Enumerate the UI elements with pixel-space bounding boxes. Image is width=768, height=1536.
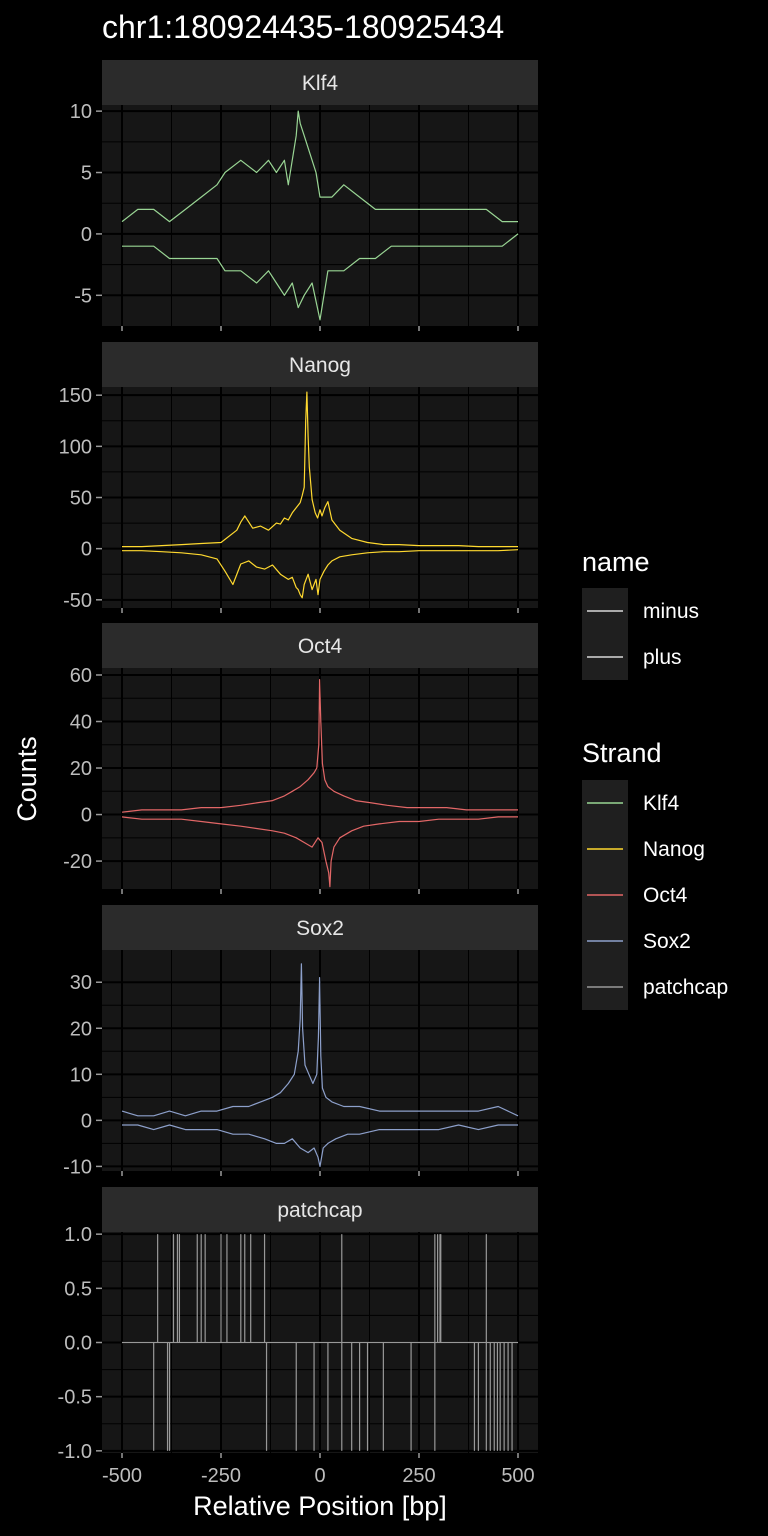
chart-title: chr1:180924435-180925434	[102, 9, 504, 45]
facet-strip-Sox2	[102, 905, 538, 950]
legend-item-plus: plus	[643, 646, 682, 669]
facet-label-Nanog: Nanog	[289, 354, 351, 377]
y-axis-title: Counts	[12, 736, 42, 822]
facet-label-Sox2: Sox2	[296, 917, 344, 940]
y-tick-label: -10	[63, 1156, 92, 1178]
y-tick-label: -1.0	[58, 1441, 92, 1463]
legend-title: Strand	[582, 738, 662, 768]
legend-item-Sox2: Sox2	[643, 930, 691, 953]
y-tick-label: 0	[81, 224, 92, 246]
legend-item-Nanog: Nanog	[643, 838, 705, 861]
series-Nanog-plus	[122, 391, 518, 548]
facet-strip-patchcap	[102, 1187, 538, 1232]
legend-item-minus: minus	[643, 600, 699, 623]
x-tick-label: 500	[501, 1465, 534, 1487]
legend-title: name	[582, 547, 650, 577]
facet-strip-Oct4	[102, 623, 538, 668]
y-tick-label: 0	[81, 539, 92, 561]
y-tick-label: 0.0	[64, 1333, 92, 1355]
y-tick-label: 150	[59, 385, 92, 407]
series-Oct4-plus	[121, 679, 518, 813]
y-tick-label: 10	[70, 101, 92, 123]
y-tick-label: 30	[70, 972, 92, 994]
y-tick-label: 0	[81, 1110, 92, 1132]
y-tick-label: -0.5	[58, 1387, 92, 1409]
y-tick-label: 20	[70, 758, 92, 780]
y-tick-label: 40	[70, 712, 92, 734]
y-tick-label: 0	[81, 805, 92, 827]
y-tick-label: 5	[81, 163, 92, 185]
y-tick-label: -5	[74, 285, 92, 307]
legend-item-patchcap: patchcap	[643, 976, 728, 999]
legend-item-Klf4: Klf4	[643, 792, 680, 815]
series-Sox2-plus	[121, 963, 519, 1117]
series-Sox2-minus	[122, 1124, 518, 1167]
y-tick-label: 0.5	[64, 1278, 92, 1300]
series-Oct4-minus	[121, 816, 518, 888]
x-tick-label: -500	[102, 1465, 142, 1487]
series-Nanog-minus	[122, 549, 519, 599]
x-axis-title: Relative Position [bp]	[193, 1491, 447, 1521]
series-Klf4-minus	[122, 233, 519, 321]
legend-item-Oct4: Oct4	[643, 884, 688, 907]
series-Klf4-plus	[121, 110, 518, 223]
facet-strip-Nanog	[102, 342, 538, 387]
y-tick-label: 1.0	[64, 1224, 92, 1246]
y-tick-label: 10	[70, 1064, 92, 1086]
x-tick-label: -250	[201, 1465, 241, 1487]
y-tick-label: 60	[70, 665, 92, 687]
facet-strip-Klf4	[102, 60, 538, 105]
facet-label-Klf4: Klf4	[302, 72, 339, 95]
y-tick-label: 20	[70, 1018, 92, 1040]
y-tick-label: 100	[59, 436, 92, 458]
facet-label-patchcap: patchcap	[277, 1199, 362, 1222]
facet-label-Oct4: Oct4	[298, 635, 343, 658]
y-tick-label: -50	[63, 590, 92, 612]
y-tick-label: -20	[63, 851, 92, 873]
x-tick-label: 0	[314, 1465, 325, 1487]
x-tick-label: 250	[402, 1465, 435, 1487]
y-tick-label: 50	[70, 488, 92, 510]
